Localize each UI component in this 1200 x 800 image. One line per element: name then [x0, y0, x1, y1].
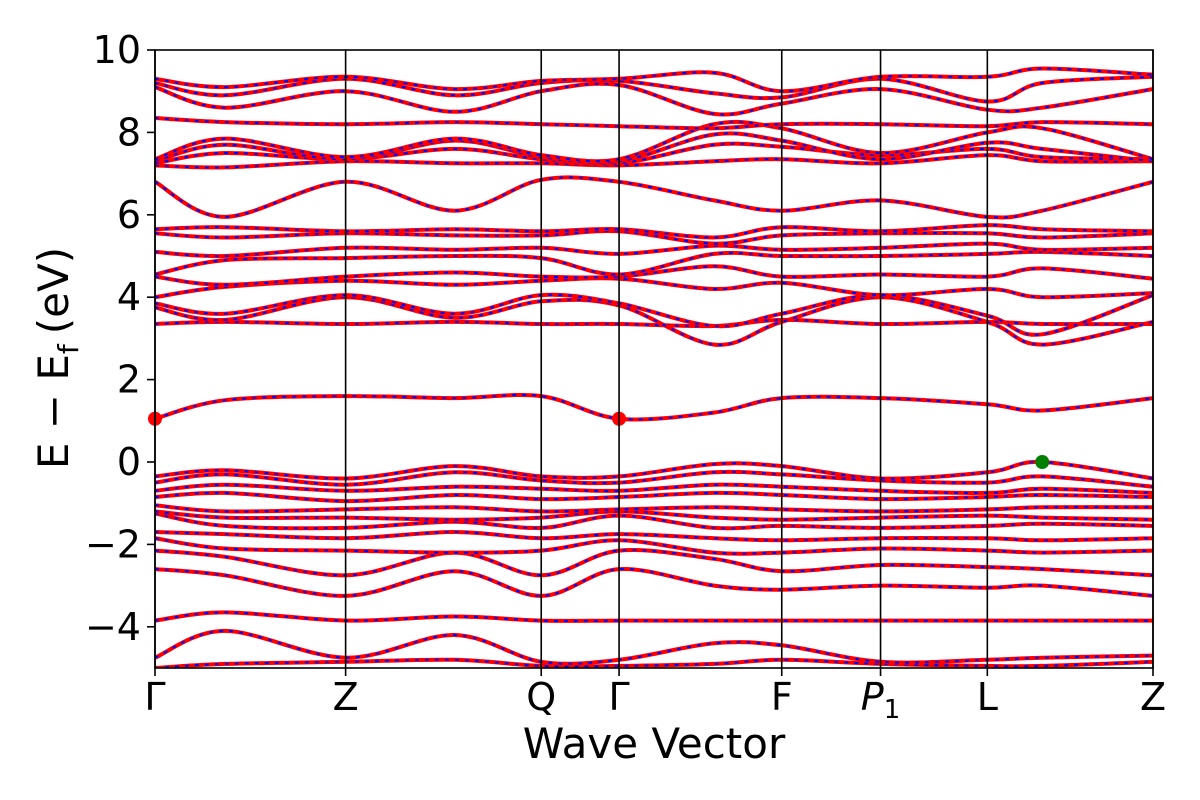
band-line-spin-up [155, 657, 1153, 668]
band-line-spin-down [155, 293, 1153, 336]
x-tick-label: Γ [144, 675, 165, 719]
band-line-spin-up [155, 295, 1153, 347]
band-line-spin-down [155, 265, 1153, 286]
x-tick-label: Z [333, 675, 359, 719]
band-line-spin-up [155, 509, 1153, 522]
x-tick-label: Γ [608, 675, 629, 719]
y-tick-label: 6 [117, 193, 141, 237]
x-tick-label-main: P [861, 675, 884, 719]
band-line-spin-up [155, 229, 1153, 246]
x-tick-label-main: Γ [608, 675, 629, 719]
band-line-spin-up [155, 536, 1153, 556]
x-tick-label: Q [526, 675, 556, 719]
band-line-spin-up [155, 503, 1153, 514]
x-axis: Γ Z Q Γ F P1 L Z [144, 668, 1166, 725]
x-tick-label-main: Z [1140, 675, 1166, 719]
x-axis-title: Wave Vector [523, 719, 786, 768]
band-line-spin-down [155, 512, 1153, 530]
x-tick-label-main: Γ [144, 675, 165, 719]
band-line-spin-down [155, 470, 1153, 488]
x-tick-label-subscript: 1 [884, 695, 901, 725]
band-line-spin-up [155, 116, 1153, 131]
y-tick-label: 4 [117, 275, 141, 319]
x-tick-label-main: L [977, 675, 998, 719]
x-tick-label-main: Z [333, 675, 359, 719]
y-tick-label: −2 [85, 522, 141, 566]
y-tick-label: 0 [117, 440, 141, 484]
y-axis: −4 −2 0 2 4 6 8 10 [85, 28, 155, 649]
x-tick-label-main: F [771, 675, 793, 719]
band-line-spin-up [155, 74, 1153, 104]
band-line-spin-down [155, 277, 1153, 299]
y-axis-title: E − Ef (eV) [29, 247, 85, 469]
y-tick-label: 10 [93, 28, 141, 72]
band-line-spin-down [155, 460, 1153, 480]
vbm-marker [1035, 455, 1050, 469]
y-axis-title-main: E − E [29, 354, 78, 469]
band-line-spin-down [155, 568, 1153, 597]
band-line-spin-down [155, 67, 1153, 93]
x-tick-label: Z [1140, 675, 1166, 719]
band-line-spin-up [155, 223, 1153, 240]
x-tick-label: F [771, 675, 793, 719]
x-tick-label-main: Q [526, 675, 556, 719]
band-line-spin-down [155, 250, 1153, 276]
x-tick-label: P1 [861, 675, 900, 725]
y-tick-label: −4 [85, 605, 141, 649]
y-tick-label: 8 [117, 110, 141, 154]
x-tick-label: L [977, 675, 998, 719]
y-tick-label: 2 [117, 358, 141, 402]
plot-frame [154, 49, 1154, 669]
band-line-spin-up [155, 153, 1153, 170]
y-axis-title-subscript: f [52, 343, 85, 354]
y-axis-title-unit: (eV) [29, 247, 78, 334]
band-line-spin-up [155, 529, 1153, 543]
